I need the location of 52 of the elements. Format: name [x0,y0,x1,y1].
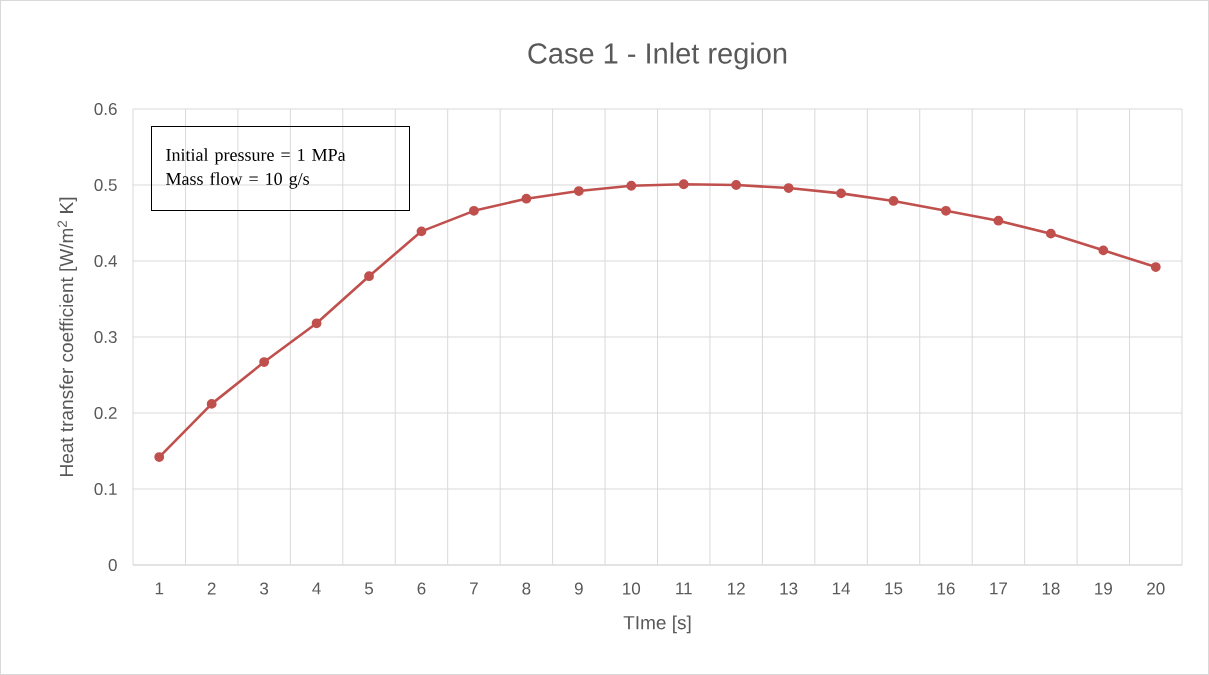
point [311,318,322,329]
x-axis-title: TIme [s] [623,615,691,634]
point [888,196,899,206]
y-tick-label: 0.3 [94,330,117,344]
x-tick-label: 6 [417,582,426,595]
x-tick-label: 19 [1095,582,1112,595]
x-tick-label: 7 [470,582,478,595]
x-tick-label: 12 [728,582,745,595]
x-tick-label: 1 [155,582,164,595]
y-tick-label: 0.4 [94,254,117,268]
x-tick-label: 13 [780,582,798,595]
x-tick-label: 8 [522,582,531,595]
y-tick-label: 0.6 [94,102,117,116]
y-axis-title: Heat transfer coefficient [W/m$^{2}$ K] [57,197,77,476]
point [1098,245,1109,256]
point [364,271,374,282]
x-tick-label: 14 [832,582,851,595]
y-tick-label: 0.1 [94,482,117,496]
point [206,398,217,409]
point [259,357,270,367]
point [416,226,427,237]
point [993,215,1004,226]
point [1150,262,1161,272]
point [1045,228,1056,239]
x-tick-label: 20 [1147,582,1165,595]
x-tick-label: 11 [676,582,692,595]
point [783,183,794,193]
annotation: Mass flow = 10 g/s [166,172,309,189]
chart-title: Case 1 - Inlet region [528,42,787,70]
x-tick-label: 10 [623,582,641,595]
point [573,186,584,196]
x-tick-label: 4 [312,582,321,595]
point [626,180,637,191]
x-tick-label: 2 [207,582,216,595]
point [521,193,532,204]
x-tick-label: 15 [885,582,903,595]
point [941,205,951,216]
x-tick-label: 17 [990,582,1008,595]
y-tick-label: 0 [108,558,117,572]
x-tick-label: 3 [260,582,269,595]
x-tick-label: 5 [364,582,374,595]
x-tick-label: 16 [937,582,955,595]
y-tick-label: 0.5 [94,178,117,192]
point [731,180,742,190]
x-tick-label: 9 [574,582,583,595]
point [154,452,165,462]
y-tick-label: 0.2 [94,406,117,420]
point [678,179,689,190]
point [836,188,846,199]
annotation: Initial pressure = 1 MPa [166,148,346,165]
point [469,205,479,216]
x-tick-label: 18 [1042,582,1060,595]
